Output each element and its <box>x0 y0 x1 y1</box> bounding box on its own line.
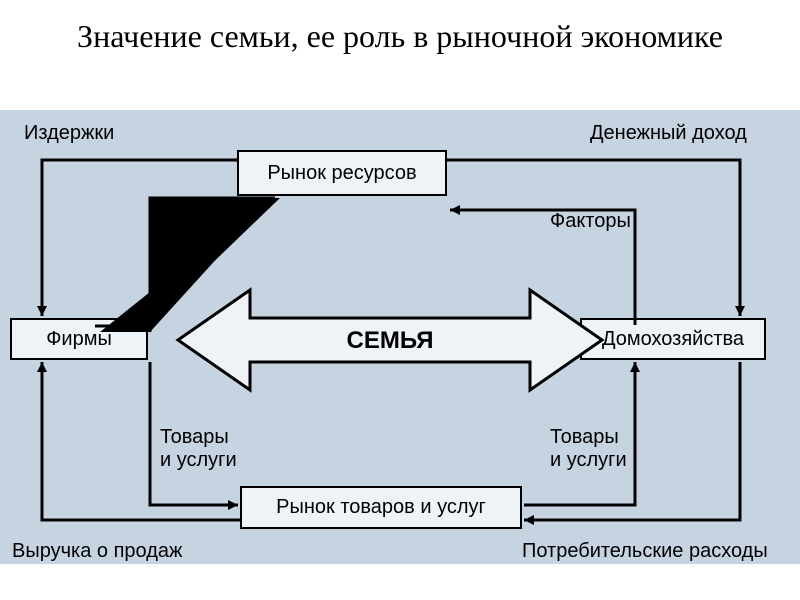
slide-title: Значение семьи, ее роль в рыночной эконо… <box>0 16 800 56</box>
diagram-arrows: СЕМЬЯ <box>0 110 800 564</box>
family-double-arrow: СЕМЬЯ <box>178 290 602 390</box>
family-label: СЕМЬЯ <box>347 327 434 354</box>
